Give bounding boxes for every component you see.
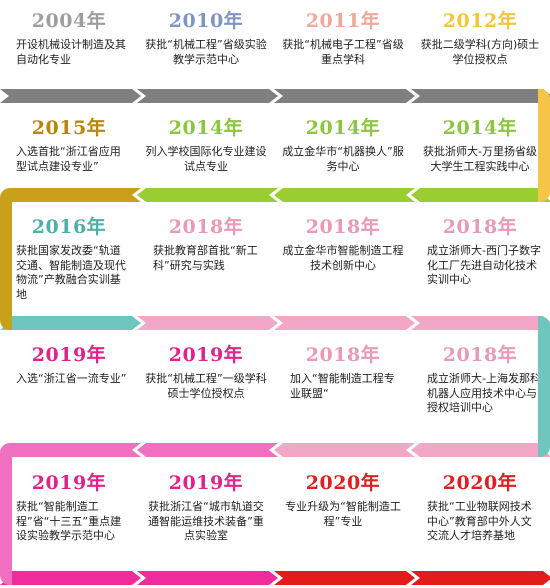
milestone-year: 2004年 [31, 10, 107, 32]
milestone-item: 2019年获批浙江省“城市轨道交通智能运维技术装备”重点实验室 [139, 470, 273, 544]
milestone-description: 入选首批“浙江省应用型试点建设专业” [16, 145, 121, 173]
milestone-description: 开设机械设计制造及其自动化专业 [16, 38, 126, 66]
milestone-description: 获批“机械工程”省级实验教学示范中心 [145, 38, 267, 66]
milestone-item: 2020年专业升级为“智能制造工程”专业 [276, 470, 410, 529]
milestone-description: 成立金华市“机器换人”服务中心 [282, 145, 404, 173]
timeline-arrow-segment [0, 188, 141, 202]
milestone-item: 2012年获批二级学科(方向)硕士学位授权点 [413, 8, 547, 67]
timeline-arrow-segment [411, 443, 550, 457]
milestone-year: 2015年 [31, 117, 107, 139]
milestone-item: 2016年获批国家发改委“轨道交通、智能制造及现代物流”产教融合实训基地 [2, 214, 136, 302]
timeline-connector [538, 89, 550, 202]
milestone-item: 2019年入选“浙江省一流专业” [2, 342, 136, 387]
milestone-year: 2014年 [168, 117, 244, 139]
timeline-arrow-segment [137, 316, 278, 330]
timeline-arrow-segment [137, 89, 278, 103]
timeline-arrow-segment [0, 443, 141, 457]
milestone-year: 2019年 [168, 472, 244, 494]
milestone-item: 2015年入选首批“浙江省应用型试点建设专业” [2, 115, 136, 174]
milestone-description: 获批浙师大-万里扬省级大学生工程实践中心 [423, 145, 537, 173]
timeline-arrow-segment [274, 443, 415, 457]
timeline-arrow-segment [0, 89, 141, 103]
milestone-year: 2014年 [305, 117, 381, 139]
milestone-year: 2018年 [168, 216, 244, 238]
milestone-item: 2018年成立浙师大-上海发那科机器人应用技术中心与授权培训中心 [413, 342, 547, 416]
milestone-description: 入选“浙江省一流专业” [16, 372, 127, 385]
milestone-item: 2018年获批教育部首批“新工科”研究与实践 [139, 214, 273, 273]
milestone-item: 2014年获批浙师大-万里扬省级大学生工程实践中心 [413, 115, 547, 174]
milestone-description: 加入“智能制造工程专业联盟“ [290, 372, 395, 400]
milestone-description: 获批二级学科(方向)硕士学位授权点 [420, 38, 540, 66]
timeline-arrow-segment [411, 89, 550, 103]
timeline-arrow-segment [411, 188, 550, 202]
milestone-description: 获批国家发改委“轨道交通、智能制造及现代物流”产教融合实训基地 [16, 244, 126, 301]
timeline-arrow-segment [274, 571, 415, 585]
milestone-year: 2011年 [305, 10, 381, 32]
timeline-arrow-segment [274, 89, 415, 103]
milestone-item: 2004年开设机械设计制造及其自动化专业 [2, 8, 136, 67]
milestone-item: 2014年成立金华市“机器换人”服务中心 [276, 115, 410, 174]
milestone-description: 获批浙江省“城市轨道交通智能运维技术装备”重点实验室 [148, 500, 264, 542]
milestone-year: 2020年 [305, 472, 381, 494]
milestone-description: 获批“机械工程”一级学科硕士学位授权点 [145, 372, 267, 400]
timeline-arrow-segment [137, 443, 278, 457]
milestone-year: 2016年 [31, 216, 107, 238]
milestone-item: 2010年获批“机械工程”省级实验教学示范中心 [139, 8, 273, 67]
milestone-year: 2018年 [442, 216, 518, 238]
milestone-item: 2011年获批“机械电子工程”省级重点学科 [276, 8, 410, 67]
timeline-arrow-segment [274, 188, 415, 202]
milestone-description: 获批“工业物联网技术中心”教育部中外人文交流人才培养基地 [427, 500, 532, 542]
milestone-item: 2018年成立金华市智能制造工程技术创新中心 [276, 214, 410, 273]
milestone-description: 成立浙师大-西门子数字化工厂先进自动化技术实训中心 [427, 244, 541, 286]
milestone-year: 2010年 [168, 10, 244, 32]
milestone-item: 2018年加入“智能制造工程专业联盟“ [276, 342, 410, 401]
milestone-year: 2018年 [442, 344, 518, 366]
milestone-description: 获批“机械电子工程”省级重点学科 [282, 38, 404, 66]
milestone-item: 2014年列入学校国际化专业建设试点专业 [139, 115, 273, 174]
milestone-year: 2019年 [31, 472, 107, 494]
milestone-description: 获批教育部首批“新工科”研究与实践 [153, 244, 258, 272]
milestone-item: 2019年获批“机械工程”一级学科硕士学位授权点 [139, 342, 273, 401]
milestone-item: 2019年获批“智能制造工程”省“十三五”重点建设实验教学示范中心 [2, 470, 136, 544]
timeline-arrow-segment [137, 188, 278, 202]
milestone-description: 专业升级为“智能制造工程”专业 [285, 500, 401, 528]
milestone-year: 2018年 [305, 216, 381, 238]
timeline-arrow-segment [0, 571, 141, 585]
milestone-year: 2020年 [442, 472, 518, 494]
timeline-arrow-segment [411, 316, 550, 330]
milestone-year: 2014年 [442, 117, 518, 139]
milestone-description: 获批“智能制造工程”省“十三五”重点建设实验教学示范中心 [16, 500, 122, 542]
milestone-item: 2020年获批“工业物联网技术中心”教育部中外人文交流人才培养基地 [413, 470, 547, 544]
milestone-year: 2019年 [168, 344, 244, 366]
timeline-connector [0, 188, 12, 330]
timeline-arrow-segment [274, 316, 415, 330]
milestone-description: 列入学校国际化专业建设试点专业 [145, 145, 267, 173]
milestone-year: 2018年 [305, 344, 381, 366]
timeline-connector [0, 443, 12, 585]
timeline-connector [538, 316, 550, 457]
milestone-description: 成立金华市智能制造工程技术创新中心 [282, 244, 404, 272]
milestone-year: 2019年 [31, 344, 107, 366]
timeline-arrow-segment [137, 571, 278, 585]
milestone-description: 成立浙师大-上海发那科机器人应用技术中心与授权培训中心 [427, 372, 541, 414]
timeline-arrow-segment [411, 571, 550, 585]
milestone-item: 2018年成立浙师大-西门子数字化工厂先进自动化技术实训中心 [413, 214, 547, 288]
timeline-arrow-segment [0, 316, 141, 330]
milestone-year: 2012年 [442, 10, 518, 32]
